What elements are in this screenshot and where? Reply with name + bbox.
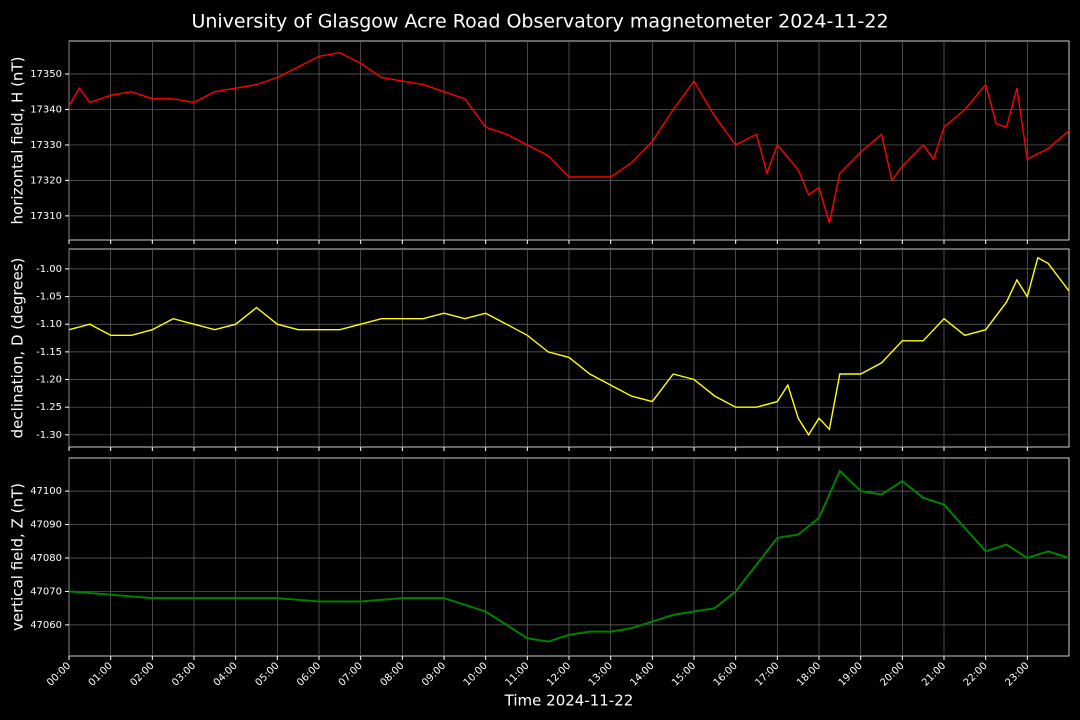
y-tick-label: 47090: [30, 520, 62, 531]
y-tick-label: -1.30: [36, 430, 62, 441]
y-tick-label: -1.00: [36, 264, 62, 275]
y-tick-label: -1.20: [36, 375, 62, 386]
data-line: [68, 256, 1070, 437]
data-line: [68, 469, 1070, 643]
y-tick-label: 47070: [30, 586, 62, 597]
y-axis-label: vertical field, Z (nT): [9, 483, 27, 631]
y-tick-label: 17330: [30, 140, 62, 151]
y-tick-label: 47060: [30, 620, 62, 631]
y-tick-label: 17340: [30, 104, 62, 115]
y-tick-label: 47080: [30, 553, 62, 564]
y-tick-label: -1.05: [36, 292, 62, 303]
y-tick-label: 17320: [30, 175, 62, 186]
data-line: [68, 51, 1070, 224]
y-tick-label: -1.10: [36, 319, 62, 330]
y-tick-label: 17310: [30, 211, 62, 222]
y-axis-label: declination, D (degrees): [9, 258, 27, 439]
y-tick-label: -1.15: [36, 347, 62, 358]
y-axis-label: horizontal field, H (nT): [9, 57, 27, 225]
chart-title: University of Glasgow Acre Road Observat…: [191, 11, 888, 33]
x-axis-label: Time 2024-11-22: [504, 692, 634, 710]
y-tick-label: 47100: [30, 486, 62, 497]
y-tick-label: 17350: [30, 69, 62, 80]
y-tick-label: -1.25: [36, 402, 62, 413]
